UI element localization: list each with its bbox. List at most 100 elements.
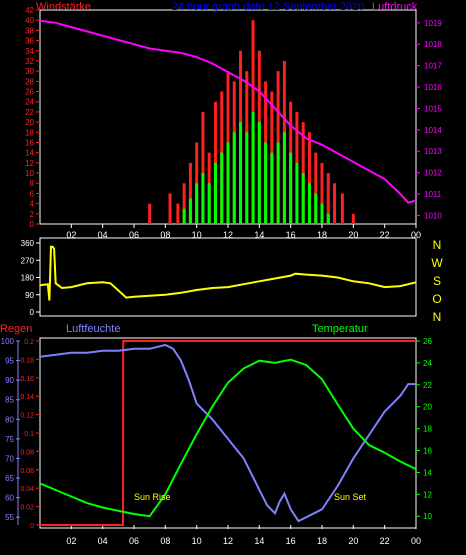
wind-tick-label: 16 bbox=[25, 138, 34, 147]
rain-tick-label: 0.18 bbox=[20, 357, 34, 364]
humidity-tick-label: 60 bbox=[5, 494, 14, 503]
wind-tick-label: 26 bbox=[25, 88, 34, 97]
wind-tick-label: 32 bbox=[25, 57, 34, 66]
humidity-tick-label: 90 bbox=[5, 376, 14, 385]
bottom-x-tick-label: 02 bbox=[66, 536, 76, 546]
wind-tick-label: 20 bbox=[25, 118, 34, 127]
temperature-tick-label: 20 bbox=[423, 403, 432, 412]
rain-tick-label: 0.14 bbox=[20, 394, 34, 401]
bottom-time-ticks: 02 04 06 08 10 12 14 16 18 20 22 00 bbox=[66, 525, 421, 546]
rain-tick-label: 0.2 bbox=[24, 339, 34, 346]
pressure-tick-label: 1014 bbox=[424, 126, 442, 135]
humidity-tick-label: 85 bbox=[5, 396, 14, 405]
humidity-tick-label: 95 bbox=[5, 357, 14, 366]
pressure-tick-label: 1012 bbox=[424, 169, 442, 178]
top-x-tick-label: 00 bbox=[411, 230, 421, 240]
wind-bars bbox=[148, 20, 355, 224]
pressure-tick-label: 1010 bbox=[424, 211, 442, 220]
rain-tick-label: 0.08 bbox=[20, 449, 34, 456]
top-x-tick-label: 14 bbox=[254, 230, 264, 240]
bottom-panel: Regen Luftfeuchte Temperatur 55 60 65 70 75 8… bbox=[0, 323, 432, 546]
wind-tick-label: 2 bbox=[30, 210, 35, 219]
top-x-tick-label: 10 bbox=[192, 230, 202, 240]
temperature-tick-label: 12 bbox=[423, 490, 432, 499]
direction-tick-label: 270 bbox=[21, 256, 35, 265]
temperature-axis-title: Temperatur bbox=[312, 323, 368, 335]
wind-tick-label: 18 bbox=[25, 128, 34, 137]
bottom-x-tick-label: 00 bbox=[411, 536, 421, 546]
top-x-tick-label: 22 bbox=[380, 230, 390, 240]
direction-tick-label: 0 bbox=[30, 308, 35, 317]
bottom-x-tick-label: 10 bbox=[192, 536, 202, 546]
wind-tick-label: 28 bbox=[25, 77, 34, 86]
humidity-tick-label: 75 bbox=[5, 435, 14, 444]
bottom-x-tick-label: 04 bbox=[98, 536, 108, 546]
top-x-tick-label: 20 bbox=[348, 230, 358, 240]
wind-tick-label: 22 bbox=[25, 108, 34, 117]
middle-panel-frame bbox=[39, 237, 417, 317]
humidity-axis-title: Luftfeuchte bbox=[66, 323, 120, 335]
sun-rise-label: Sun Rise bbox=[134, 492, 171, 502]
wind-tick-label: 8 bbox=[30, 179, 35, 188]
compass-label: W bbox=[431, 256, 443, 270]
direction-tick-label: 360 bbox=[21, 239, 35, 248]
wind-tick-label: 38 bbox=[25, 26, 34, 35]
wind-tick-label: 14 bbox=[25, 149, 34, 158]
pressure-axis-title: Luftdruck bbox=[372, 1, 418, 13]
temperature-tick-label: 10 bbox=[423, 512, 432, 521]
temperature-ticks: 10 12 14 16 18 20 22 24 26 bbox=[416, 337, 432, 521]
wind-tick-label: 10 bbox=[25, 169, 34, 178]
bottom-x-tick-label: 16 bbox=[286, 536, 296, 546]
top-x-tick-label: 06 bbox=[129, 230, 139, 240]
wind-tick-label: 12 bbox=[25, 159, 34, 168]
temperature-tick-label: 26 bbox=[423, 337, 432, 346]
wind-tick-label: 4 bbox=[30, 200, 35, 209]
top-x-tick-label: 16 bbox=[286, 230, 296, 240]
pressure-tick-label: 1015 bbox=[424, 104, 442, 113]
top-x-tick-label: 12 bbox=[223, 230, 233, 240]
top-panel: Windstärke 24 hour graph date 12 Septemb… bbox=[25, 1, 442, 240]
wind-tick-label: 30 bbox=[25, 67, 34, 76]
rain-tick-label: 0.04 bbox=[20, 486, 34, 493]
chart-title: 24 hour graph date 12 September 2020 bbox=[172, 1, 365, 13]
compass-label: S bbox=[433, 274, 441, 288]
rain-tick-label: 0.1 bbox=[24, 431, 34, 438]
bottom-x-tick-label: 08 bbox=[160, 536, 170, 546]
sun-set-label: Sun Set bbox=[334, 492, 367, 502]
pressure-ticks: 1010 1011 1012 1013 1014 1015 1016 1017 1018 1019 bbox=[416, 19, 442, 220]
temperature-tick-label: 22 bbox=[423, 381, 432, 390]
compass-label: N bbox=[433, 310, 442, 324]
rain-ticks: 0 0.02 0.04 0.06 0.08 0.1 0.12 0.14 0.16 0.18 0.2 bbox=[20, 339, 40, 530]
humidity-tick-label: 100 bbox=[1, 337, 15, 346]
wind-tick-label: 6 bbox=[30, 189, 35, 198]
wind-tick-label: 42 bbox=[25, 6, 34, 15]
rain-line bbox=[40, 340, 416, 526]
direction-ticks: 0 90 180 270 360 bbox=[21, 239, 40, 317]
wind-tick-label: 0 bbox=[30, 220, 35, 229]
rain-tick-label: 0.12 bbox=[20, 413, 34, 420]
wind-tick-label: 40 bbox=[25, 16, 34, 25]
bottom-x-tick-label: 12 bbox=[223, 536, 233, 546]
rain-tick-label: 0 bbox=[30, 523, 34, 530]
top-x-tick-label: 02 bbox=[66, 230, 76, 240]
rain-tick-label: 0.16 bbox=[20, 376, 34, 383]
pressure-tick-label: 1017 bbox=[424, 62, 442, 71]
bottom-x-tick-label: 22 bbox=[380, 536, 390, 546]
top-time-ticks: 02 04 06 08 10 12 14 16 18 20 22 00 bbox=[66, 224, 421, 240]
rain-tick-label: 0.02 bbox=[20, 505, 34, 512]
rain-axis-title: Regen bbox=[0, 323, 32, 335]
pressure-line bbox=[39, 19, 417, 204]
top-x-tick-label: 08 bbox=[160, 230, 170, 240]
direction-tick-label: 180 bbox=[21, 274, 35, 283]
bottom-x-tick-label: 14 bbox=[254, 536, 264, 546]
direction-tick-label: 90 bbox=[25, 291, 34, 300]
top-x-tick-label: 04 bbox=[98, 230, 108, 240]
temperature-line bbox=[39, 358, 417, 518]
pressure-tick-label: 1016 bbox=[424, 83, 442, 92]
wind-axis-title: Windstärke bbox=[36, 1, 91, 13]
temperature-tick-label: 16 bbox=[423, 447, 432, 456]
humidity-tick-label: 65 bbox=[5, 474, 14, 483]
